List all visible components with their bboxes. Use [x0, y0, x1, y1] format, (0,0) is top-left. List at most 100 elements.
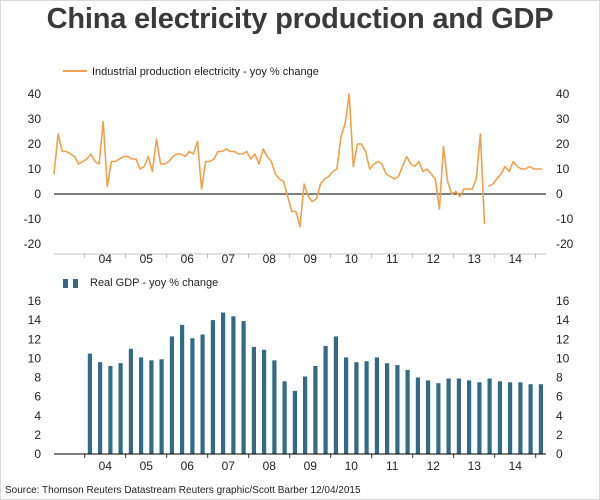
y-tick-label-left: 30	[28, 112, 42, 126]
gdp-bar	[87, 353, 92, 454]
gdp-bar	[190, 338, 195, 454]
gdp-bar	[323, 345, 328, 454]
x-tick-label: 14	[509, 252, 523, 266]
gdp-bar	[467, 380, 472, 454]
y-tick-label-left: 0	[34, 187, 41, 201]
gdp-bar	[395, 365, 400, 454]
gdp-bar	[364, 361, 369, 454]
gdp-bar	[446, 378, 451, 454]
y-tick-label-right: 16	[556, 294, 570, 308]
y-tick-label-left: 12	[28, 332, 42, 346]
y-tick-label-right: 0	[556, 187, 563, 201]
y-tick-label-right: 12	[556, 332, 570, 346]
chart-canvas: Industrial production electricity - yoy …	[24, 66, 574, 473]
gdp-bar	[385, 363, 390, 454]
gdp-bar	[497, 381, 502, 454]
gdp-bar	[333, 336, 338, 454]
y-tick-label-right: 6	[556, 390, 563, 404]
legend-swatch-gdp	[73, 279, 78, 288]
gdp-bar	[241, 321, 246, 454]
y-tick-label-right: 2	[556, 428, 563, 442]
gdp-chart: Real GDP - yoy % change 0 0 2 2 4 4 6 6 8 8 10 10 12 1…	[28, 277, 570, 473]
gdp-bar	[344, 357, 349, 454]
gdp-bar	[251, 346, 256, 454]
x-tick-label: 13	[468, 252, 482, 266]
gdp-bar	[415, 377, 420, 454]
gdp-bar	[98, 362, 103, 454]
source-line: Source: Thomson Reuters Datastream Reute…	[5, 485, 361, 496]
gdp-bar	[426, 380, 431, 454]
gdp-bar	[221, 312, 226, 454]
y-tick-label-left: 10	[28, 351, 42, 365]
x-tick-label: 10	[345, 459, 359, 473]
gdp-bar	[169, 336, 174, 454]
x-tick-label: 09	[304, 459, 318, 473]
y-tick-label-left: -10	[24, 212, 42, 226]
legend-swatch-gdp	[63, 279, 68, 288]
y-tick-label-left: -20	[24, 237, 42, 251]
x-tick-label: 10	[345, 252, 359, 266]
y-tick-label-right: 20	[556, 137, 570, 151]
y-tick-label-right: 0	[556, 447, 563, 461]
gdp-bar	[518, 382, 523, 454]
y-tick-label-right: 40	[556, 87, 570, 101]
x-tick-label: 07	[222, 252, 236, 266]
page-title: China electricity production and GDP	[46, 3, 554, 35]
x-tick-label: 11	[386, 252, 399, 266]
gdp-bar	[374, 357, 379, 454]
x-tick-label: 08	[263, 459, 277, 473]
x-tick-label: 09	[304, 252, 318, 266]
y-tick-label-left: 6	[34, 390, 41, 404]
legend-label-gdp: Real GDP - yoy % change	[90, 277, 218, 289]
gdp-bar	[405, 369, 410, 454]
gdp-bar	[262, 349, 267, 454]
gdp-bar	[456, 378, 461, 454]
x-tick-label: 05	[140, 459, 154, 473]
gdp-bar	[210, 320, 215, 454]
gdp-bar	[282, 381, 287, 454]
x-tick-label: 04	[99, 252, 113, 266]
x-tick-label: 13	[468, 459, 482, 473]
gdp-bar	[128, 348, 133, 454]
gdp-bar	[272, 360, 277, 454]
x-tick-label: 14	[509, 459, 523, 473]
legend-label-electricity: Industrial production electricity - yoy …	[92, 66, 319, 78]
gdp-bar	[477, 382, 482, 454]
y-tick-label-right: 30	[556, 112, 570, 126]
x-tick-label: 11	[386, 459, 399, 473]
y-tick-label-left: 4	[34, 409, 41, 423]
gdp-bar	[508, 382, 513, 454]
gdp-bar	[538, 384, 543, 454]
x-tick-label: 06	[181, 252, 195, 266]
gdp-bar	[528, 384, 533, 454]
gdp-bar	[180, 324, 185, 454]
y-tick-label-right: -10	[556, 212, 574, 226]
gdp-bar	[118, 363, 123, 454]
gdp-bar	[436, 383, 441, 454]
y-tick-label-left: 0	[34, 447, 41, 461]
gdp-bar	[487, 378, 492, 454]
y-tick-label-left: 2	[34, 428, 41, 442]
y-tick-label-left: 16	[28, 294, 42, 308]
gdp-bar	[139, 357, 144, 454]
x-tick-label: 08	[263, 252, 277, 266]
x-tick-label: 12	[427, 459, 441, 473]
x-tick-label: 05	[140, 252, 154, 266]
x-tick-label: 12	[427, 252, 441, 266]
gdp-bar	[149, 360, 154, 454]
x-tick-label: 06	[181, 459, 195, 473]
x-tick-label: 04	[99, 459, 113, 473]
electricity-chart: Industrial production electricity - yoy …	[24, 66, 574, 266]
y-tick-label-left: 8	[34, 371, 41, 385]
y-tick-label-left: 40	[28, 87, 42, 101]
gdp-bar	[108, 366, 113, 454]
y-tick-label-right: 8	[556, 371, 563, 385]
y-tick-label-right: 4	[556, 409, 563, 423]
gdp-bar	[313, 366, 318, 454]
gdp-bar	[292, 390, 297, 454]
y-tick-label-right: 10	[556, 351, 570, 365]
gdp-bar	[231, 316, 236, 454]
y-tick-label-right: -20	[556, 237, 574, 251]
series-line-electricity-2	[488, 160, 542, 188]
